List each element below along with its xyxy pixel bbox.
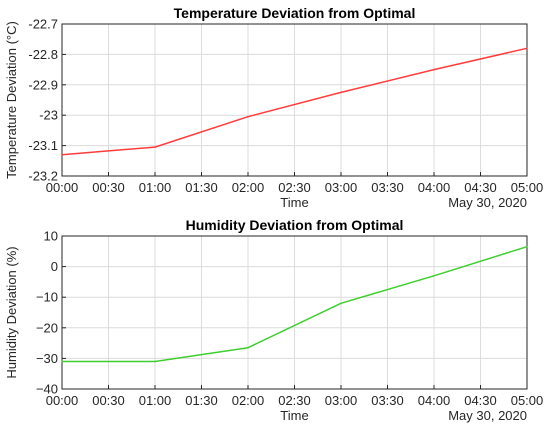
y-tick-label: −20 [36, 320, 58, 335]
x-axis-label: Time [280, 408, 308, 423]
x-tick-label: 04:30 [464, 180, 497, 195]
x-tick-label: 04:00 [418, 393, 451, 408]
data-point [526, 245, 528, 248]
x-tick-label: 02:30 [278, 180, 311, 195]
y-tick-label: 0 [51, 259, 58, 274]
y-tick-label: −10 [36, 290, 58, 305]
x-tick-label: 04:30 [464, 393, 497, 408]
x-tick-label: 02:30 [278, 393, 311, 408]
x-tick-label: 02:00 [232, 393, 265, 408]
x-tick-label: 03:30 [371, 180, 404, 195]
x-tick-label: 00:30 [92, 393, 125, 408]
x-tick-label: 00:00 [46, 180, 79, 195]
x-tick-label: 03:30 [371, 393, 404, 408]
x-tick-label: 01:00 [139, 180, 172, 195]
data-point [340, 91, 342, 94]
data-point [61, 360, 63, 363]
y-tick-label: 10 [44, 229, 58, 244]
x-tick-label: 02:00 [232, 180, 265, 195]
axes-frame [61, 23, 528, 177]
chart-title: Temperature Deviation from Optimal [174, 5, 416, 21]
x-tick-label: 01:30 [185, 180, 218, 195]
y-tick-label: -22.9 [28, 77, 58, 92]
y-tick-label: -23 [39, 108, 58, 123]
y-tick-label: −40 [36, 382, 58, 397]
y-axis-label: Temperature Deviation (°C) [4, 21, 19, 179]
data-point [61, 153, 63, 156]
y-tick-label: -23.1 [28, 138, 58, 153]
y-tick-label: −30 [36, 351, 58, 366]
chart-panel-1: 00:00 00:30 01:00 01:30 02:00 02:30 03:00 03:30… [4, 5, 543, 210]
x-tick-label: 05:00 [511, 180, 544, 195]
y-tick-label: -22.7 [28, 17, 58, 32]
x-axis-label: Time [280, 195, 308, 210]
y-tick-label: -22.8 [28, 47, 58, 62]
x-tick-label: 05:00 [511, 393, 544, 408]
series-line [62, 245, 528, 363]
x-tick-label: 03:00 [325, 393, 358, 408]
series-line [61, 47, 528, 156]
chart-title: Humidity Deviation from Optimal [186, 217, 404, 233]
data-point [247, 346, 249, 349]
data-point [340, 302, 342, 305]
axes-frame [61, 235, 528, 390]
x-tick-label: 01:30 [185, 393, 218, 408]
data-point [247, 115, 249, 118]
x-tick-label: 00:00 [46, 393, 79, 408]
data-point [433, 68, 435, 71]
x-axis-date-label: May 30, 2020 [448, 408, 527, 423]
x-tick-label: 04:00 [418, 180, 451, 195]
x-tick-label: 01:00 [139, 393, 172, 408]
data-point [154, 146, 156, 148]
x-tick-label: 03:00 [325, 180, 358, 195]
y-tick-label: -23.2 [28, 169, 58, 184]
data-point [154, 360, 156, 363]
y-axis-label: Humidity Deviation (%) [4, 246, 19, 378]
x-axis-date-label: May 30, 2020 [448, 195, 527, 210]
chart-panel-2: 00:00 00:30 01:00 01:30 02:00 02:30 03:00 03:30… [4, 217, 543, 423]
data-point [526, 47, 528, 50]
data-point [433, 274, 435, 277]
x-tick-label: 00:30 [92, 180, 125, 195]
